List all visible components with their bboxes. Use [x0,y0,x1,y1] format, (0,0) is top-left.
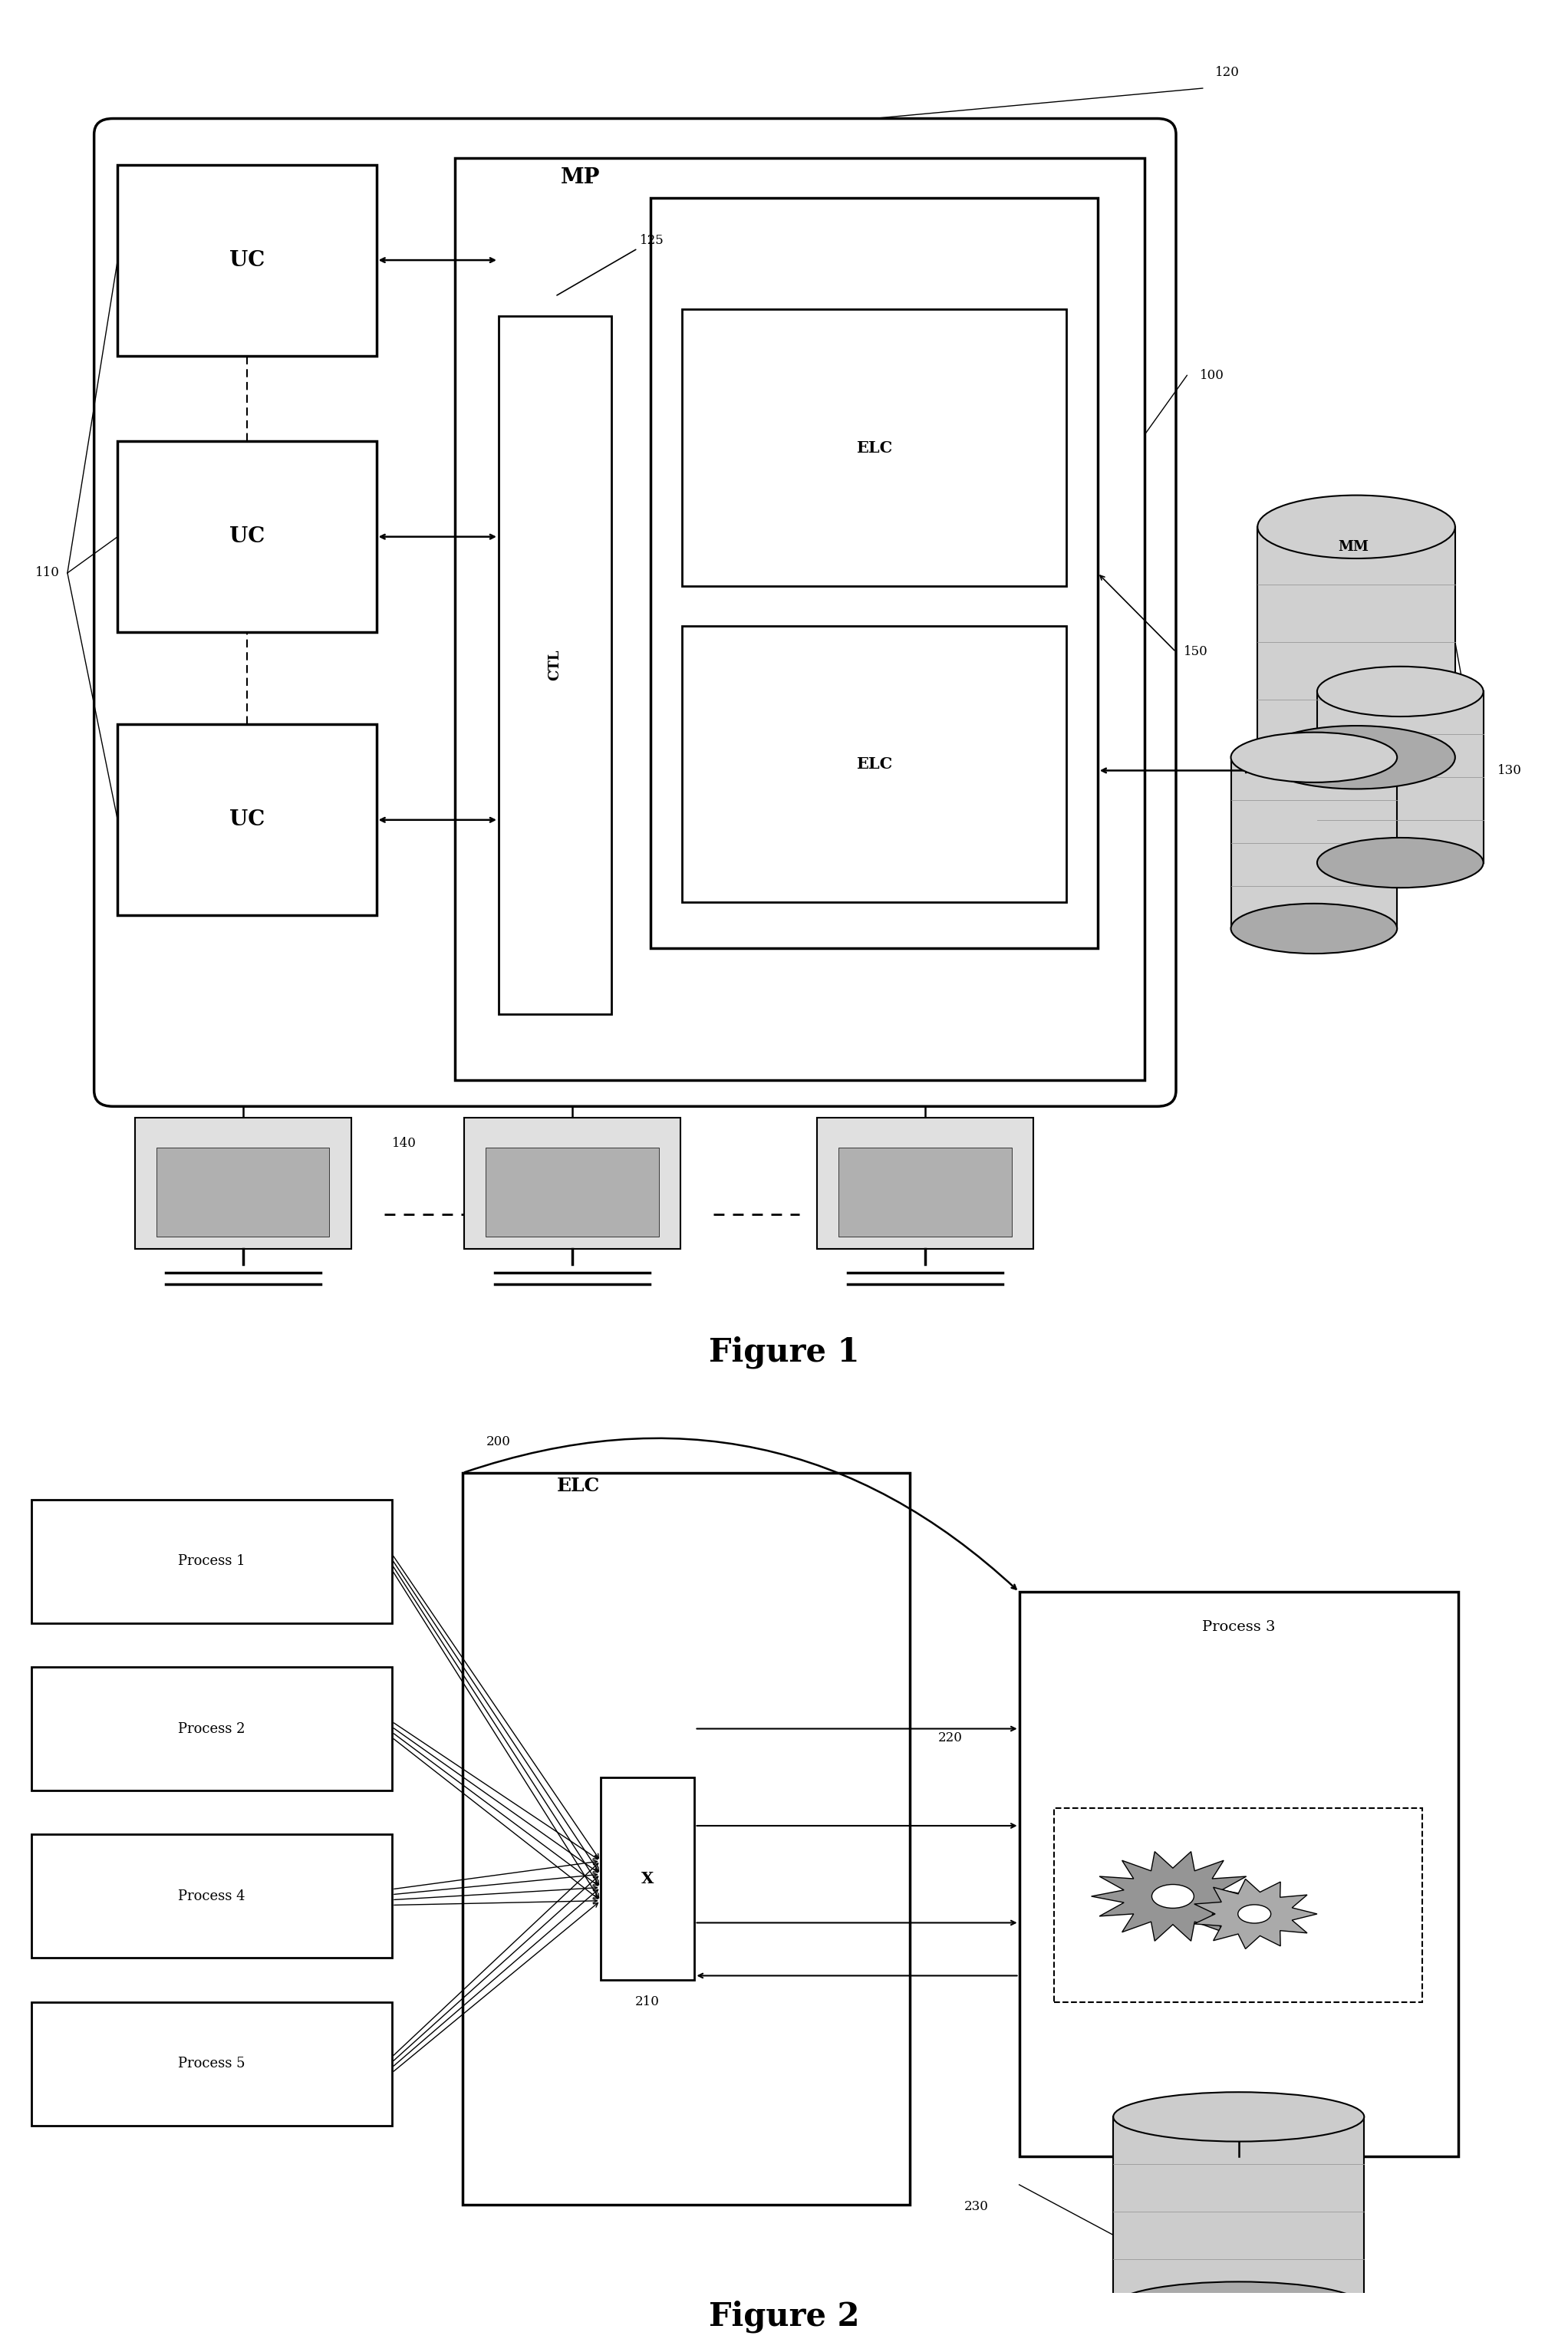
Text: CTL: CTL [549,649,561,680]
Text: ELC: ELC [856,757,892,771]
Text: X: X [641,1870,654,1886]
Bar [135,1117,351,1249]
Text: 150: 150 [1184,644,1209,659]
Text: 200: 200 [486,1435,511,1449]
Text: Process 3: Process 3 [1203,1621,1275,1635]
Bar [464,1117,681,1249]
Text: Process 5: Process 5 [179,2058,245,2070]
Text: Process 4: Process 4 [179,1889,245,1903]
Text: 100: 100 [1200,369,1225,381]
Ellipse shape [1231,903,1397,953]
Text: 210: 210 [635,1994,660,2009]
Polygon shape [1113,2117,1364,2307]
Bar [118,165,376,355]
Circle shape [1152,1884,1193,1907]
Bar [31,1835,392,1957]
Ellipse shape [1113,2281,1364,2331]
Polygon shape [1091,1851,1254,1940]
Bar [651,198,1098,948]
Ellipse shape [1113,2093,1364,2140]
Text: ELC: ELC [856,440,892,456]
Bar [682,310,1066,586]
Polygon shape [1258,527,1455,757]
Text: 125: 125 [557,233,665,296]
Bar [839,1148,1011,1237]
FancyBboxPatch shape [94,118,1176,1105]
Text: 220: 220 [938,1731,963,1745]
Text: 140: 140 [392,1136,417,1150]
Ellipse shape [1317,666,1483,717]
Text: ELC: ELC [557,1477,601,1496]
Bar [31,1668,392,1790]
Bar [1019,1592,1458,2157]
Text: Process 2: Process 2 [179,1722,245,1736]
Bar [682,626,1066,903]
Bar [31,1501,392,1623]
Text: UC: UC [229,249,265,270]
Text: MM: MM [1338,539,1369,553]
Ellipse shape [1317,837,1483,887]
Bar [817,1117,1033,1249]
Polygon shape [1195,1879,1317,1950]
Text: 110: 110 [34,567,60,579]
Bar [455,158,1145,1080]
Text: Figure 2: Figure 2 [709,2300,859,2333]
Ellipse shape [1258,727,1455,788]
Bar [601,1778,695,1980]
Bar [157,1148,329,1237]
Text: UC: UC [229,809,265,830]
Bar [118,442,376,633]
Text: Process 1: Process 1 [179,1555,245,1569]
Ellipse shape [1231,731,1397,783]
Ellipse shape [1258,496,1455,557]
Text: MP: MP [560,167,601,188]
Text: 120: 120 [1215,66,1240,80]
Text: Figure 1: Figure 1 [709,1336,859,1369]
Bar [1054,1809,1422,2002]
Bar [31,2002,392,2126]
Text: 130: 130 [1497,764,1523,776]
Text: UC: UC [229,527,265,548]
Polygon shape [1317,691,1483,863]
Bar [486,1148,659,1237]
Polygon shape [1231,757,1397,929]
Bar [118,724,376,915]
Bar [499,315,612,1014]
Circle shape [1239,1905,1272,1924]
Text: 230: 230 [964,2199,989,2213]
Bar [463,1472,909,2206]
